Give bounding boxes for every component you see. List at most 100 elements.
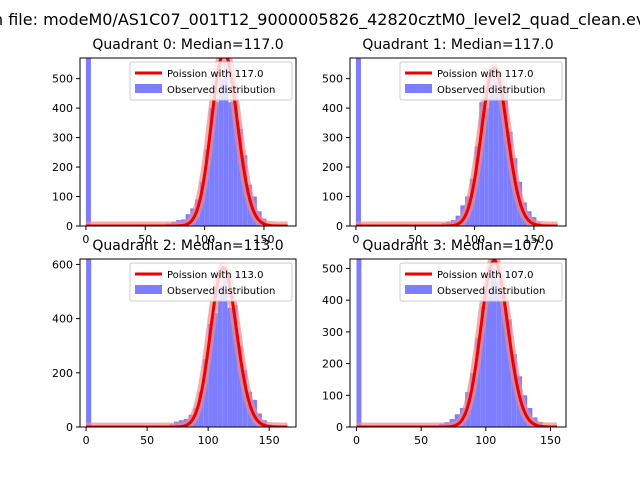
quadrant-0-axes: 0 50 100 150 0 100 200 300 400 500 Quadrant 0: Med… xyxy=(52,37,297,246)
x-tick-label: 100 xyxy=(198,434,219,447)
hist-bar xyxy=(233,84,238,226)
x-tick-label: 50 xyxy=(140,434,154,447)
hist-bar xyxy=(214,102,219,226)
quadrant-title: Quadrant 1: Median=117.0 xyxy=(362,37,553,53)
y-tick-label: 200 xyxy=(52,367,73,380)
hist-bar xyxy=(217,286,223,427)
y-tick-label: 500 xyxy=(52,73,73,86)
x-tick-label: 50 xyxy=(408,233,422,246)
x-tick-label: 150 xyxy=(540,434,561,447)
y-tick-label: 0 xyxy=(66,421,73,434)
legend-hist-swatch xyxy=(135,84,162,93)
y-tick-label: 600 xyxy=(52,258,73,271)
hist-bar xyxy=(498,96,504,226)
x-tick-label: 100 xyxy=(464,233,485,246)
x-tick-label: 0 xyxy=(353,434,360,447)
y-tick-label: 400 xyxy=(322,102,343,115)
y-tick-label: 500 xyxy=(322,263,343,276)
hist-bar xyxy=(485,290,491,427)
y-tick-label: 400 xyxy=(52,102,73,115)
legend-hist-swatch xyxy=(405,84,432,93)
hist-bar xyxy=(506,319,512,427)
hist-bar xyxy=(208,324,214,427)
hist-bar xyxy=(218,78,224,226)
x-tick-label: 50 xyxy=(414,434,428,447)
legend-fit-label: Poission with 117.0 xyxy=(167,69,263,80)
figure-suptitle: n file: modeM0/AS1C07_001T12_9000005826_… xyxy=(0,10,640,30)
poisson-fit-line xyxy=(355,66,559,226)
hist-bar xyxy=(227,307,233,427)
legend-hist-label: Observed distribution xyxy=(167,286,275,297)
legend: Poission with 107.0 Observed distribution xyxy=(399,262,563,302)
legend: Poission with 113.0 Observed distribution xyxy=(129,262,293,302)
poisson-fit-line xyxy=(355,259,558,427)
x-tick-label: 100 xyxy=(475,434,496,447)
y-tick-label: 0 xyxy=(336,421,343,434)
x-tick-label: 0 xyxy=(352,233,359,246)
legend-hist-label: Observed distribution xyxy=(167,85,275,96)
y-tick-label: 100 xyxy=(322,389,343,402)
hist-bar xyxy=(493,75,499,226)
legend-fit-label: Poission with 113.0 xyxy=(167,270,263,281)
y-tick-label: 400 xyxy=(52,313,73,326)
quadrant-2-axes: 0 50 100 150 0 200 400 600 Quadrant 2: Median=11… xyxy=(52,238,297,447)
y-tick-label: 0 xyxy=(336,220,343,233)
axes-frame xyxy=(79,57,297,227)
axes-frame xyxy=(349,57,567,227)
y-tick-label: 200 xyxy=(52,161,73,174)
hist-bar xyxy=(222,275,228,427)
y-tick-label: 300 xyxy=(322,326,343,339)
hist-bar-zero xyxy=(85,58,91,226)
quadrant-title: Quadrant 2: Median=113.0 xyxy=(92,238,283,254)
legend: Poission with 117.0 Observed distribution xyxy=(399,61,563,101)
hist-bar xyxy=(237,345,243,427)
x-tick-label: 50 xyxy=(138,233,152,246)
y-tick-label: 300 xyxy=(52,132,73,145)
y-tick-label: 100 xyxy=(52,191,73,204)
hist-bar xyxy=(490,268,497,427)
axes-frame xyxy=(79,258,297,428)
hist-bar-zero xyxy=(86,259,92,427)
quadrant-3-axes: 0 50 100 150 0 100 200 300 400 500 Quadrant 3: Med… xyxy=(322,238,567,447)
hist-bar xyxy=(484,108,489,226)
legend-fit-label: Poission with 117.0 xyxy=(437,69,533,80)
legend-hist-label: Observed distribution xyxy=(437,286,545,297)
poisson-fit-line xyxy=(85,58,289,226)
y-tick-label: 200 xyxy=(322,161,343,174)
x-tick-label: 0 xyxy=(83,434,90,447)
hist-bar xyxy=(488,84,494,226)
y-tick-label: 500 xyxy=(322,73,343,86)
x-tick-label: 150 xyxy=(523,233,544,246)
x-tick-label: 100 xyxy=(194,233,215,246)
legend-hist-swatch xyxy=(135,285,162,294)
y-tick-label: 0 xyxy=(66,220,73,233)
hist-bar xyxy=(232,305,238,427)
poisson-fit-line xyxy=(85,265,289,427)
x-tick-label: 0 xyxy=(82,233,89,246)
legend-hist-label: Observed distribution xyxy=(437,85,545,96)
y-tick-label: 400 xyxy=(322,294,343,307)
hist-bar xyxy=(503,87,508,226)
hist-bar xyxy=(228,102,234,226)
y-tick-label: 300 xyxy=(322,132,343,145)
x-tick-label: 150 xyxy=(253,233,274,246)
hist-bar xyxy=(237,128,243,226)
quadrant-title: Quadrant 3: Median=107.0 xyxy=(362,238,553,254)
y-tick-label: 100 xyxy=(322,191,343,204)
hist-bar-zero xyxy=(355,58,361,226)
hist-bar-zero xyxy=(356,259,362,427)
legend-hist-swatch xyxy=(405,285,432,294)
hist-bar xyxy=(475,338,481,427)
quadrant-title: Quadrant 0: Median=117.0 xyxy=(92,37,283,53)
hist-bar xyxy=(496,281,502,427)
quadrant-1-axes: 0 50 100 150 0 100 200 300 400 500 Quadrant 1: Med… xyxy=(322,37,567,246)
hist-bar xyxy=(213,313,218,427)
hist-bar xyxy=(479,102,485,226)
hist-bar xyxy=(209,108,215,226)
hist-bar xyxy=(223,60,229,226)
hist-bar xyxy=(480,306,486,427)
axes-frame xyxy=(349,258,567,428)
legend-fit-label: Poission with 107.0 xyxy=(437,270,533,281)
y-tick-label: 200 xyxy=(322,358,343,371)
